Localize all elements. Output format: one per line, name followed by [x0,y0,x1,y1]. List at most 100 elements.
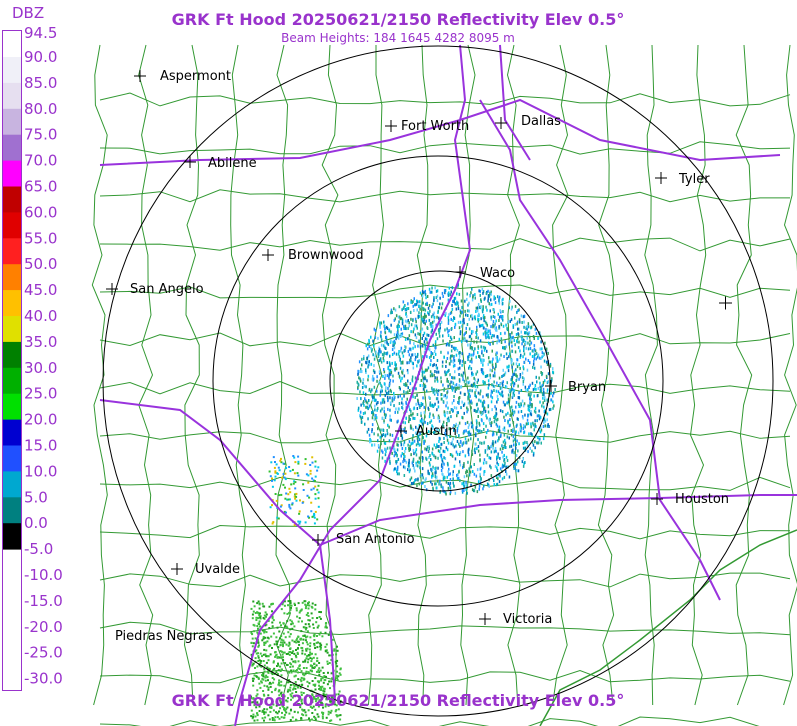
echo [458,421,461,425]
echo [475,395,477,399]
echo [387,365,390,369]
echo [447,298,450,302]
echo [361,370,363,373]
echo [321,717,324,720]
echo [305,636,307,639]
echo [320,646,322,649]
echo [365,371,367,374]
echo [451,440,453,444]
echo [521,338,523,341]
echo [403,453,405,456]
echo [426,301,428,305]
echo [333,649,336,652]
echo [492,320,495,323]
echo [512,324,514,328]
echo [541,373,543,377]
echo [322,689,325,692]
echo [528,392,530,396]
echo [469,343,472,347]
echo [404,345,406,349]
echo [534,384,537,387]
echo [368,387,371,391]
echo [548,408,551,412]
echo [371,411,373,415]
echo [479,429,481,433]
echo [419,345,422,349]
echo [533,337,535,340]
echo [417,477,419,481]
echo [448,368,450,372]
echo [437,393,439,397]
echo [496,476,498,479]
echo [372,410,374,414]
echo [440,380,442,384]
echo [251,613,254,616]
echo [275,711,278,714]
echo [448,427,450,431]
echo [400,360,403,364]
echo [407,307,410,310]
echo [484,375,487,378]
echo [269,685,272,688]
echo [437,456,439,460]
echo [393,318,396,322]
echo [390,372,392,376]
echo [532,365,534,369]
echo [297,660,300,663]
echo [530,325,533,329]
echo [291,622,294,625]
echo [314,717,317,719]
echo [412,395,414,399]
echo [508,306,510,310]
echo [257,640,260,643]
echo [512,421,515,424]
echo [288,712,291,715]
echo [250,607,253,610]
echo [321,635,324,638]
echo [409,418,411,421]
echo [534,328,536,332]
echo [427,366,430,370]
echo [428,445,430,449]
echo [405,460,408,464]
echo [438,329,441,333]
echo [497,312,499,316]
echo [457,476,460,480]
echo [309,664,312,667]
echo [496,466,498,470]
echo [537,337,539,340]
echo [305,667,308,669]
echo [294,461,297,464]
echo [495,362,497,366]
echo [270,635,273,638]
echo [494,440,497,444]
city-label: Brownwood [288,248,364,263]
echo [514,316,516,320]
echo [522,416,524,420]
echo [398,305,401,309]
echo [258,659,261,662]
echo [451,344,453,348]
echo [325,716,328,719]
range-rings [102,45,774,717]
echo [412,481,414,485]
echo [486,331,488,335]
echo [425,434,428,438]
echo [272,619,275,622]
echo [523,338,525,342]
echo [306,661,309,664]
echo [331,638,334,641]
echo [287,681,290,684]
echo [319,669,322,672]
echo [359,370,361,373]
echo [410,482,413,485]
echo [480,399,482,403]
echo [314,497,317,500]
echo [409,468,411,472]
echo [545,374,548,378]
echo [516,320,519,324]
echo [465,469,468,473]
echo [314,700,317,703]
